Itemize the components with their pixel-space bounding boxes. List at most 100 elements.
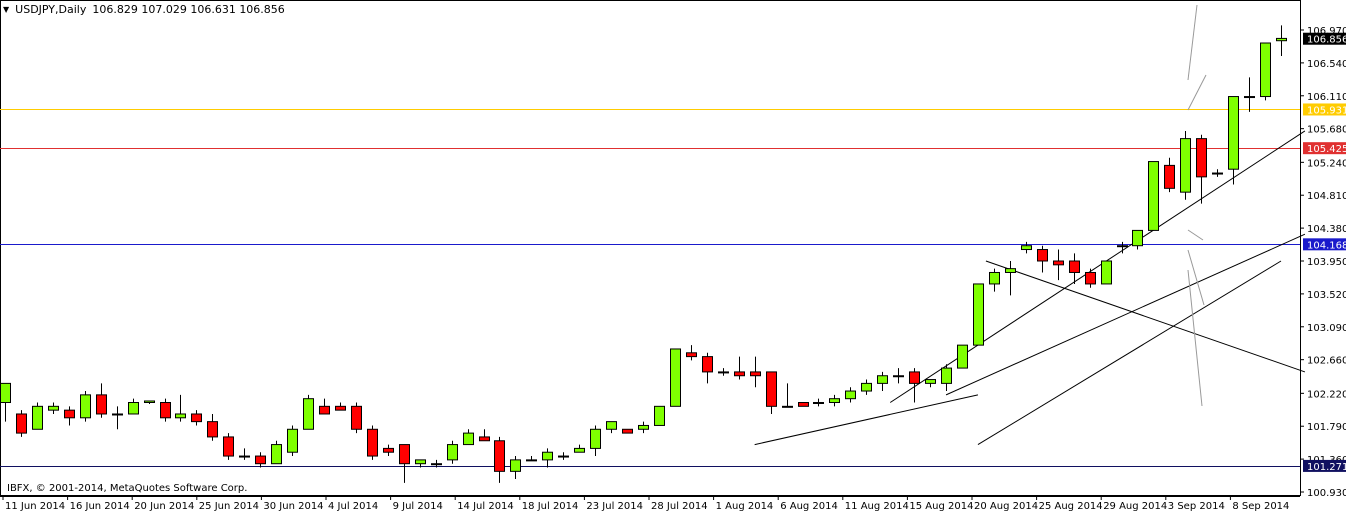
price-level-box [1303, 238, 1346, 251]
price-tick-label: 103.950 [1307, 257, 1346, 268]
candle [1021, 241, 1032, 254]
time-tick-label: 23 Jul 2014 [586, 501, 643, 512]
time-tick-label: 3 Sep 2014 [1168, 501, 1225, 512]
candle [909, 368, 920, 403]
candle-body [64, 409, 75, 419]
candle-body [1069, 260, 1080, 273]
candle [973, 283, 984, 346]
candle-body [574, 447, 585, 453]
candle [48, 402, 59, 414]
candle-body [1132, 229, 1143, 247]
candle-body [845, 390, 856, 400]
time-tick-label: 14 Jul 2014 [457, 501, 514, 512]
candle [845, 387, 856, 403]
candle [431, 459, 442, 468]
candle [925, 379, 936, 388]
candles [0, 25, 1287, 483]
price-level-badge: 105.425 [1303, 142, 1346, 155]
candle-body [1005, 268, 1016, 273]
candle-body [1228, 96, 1239, 170]
candle [112, 406, 123, 430]
trendline [889, 130, 1306, 403]
candle [989, 268, 1000, 292]
candle [335, 402, 346, 411]
candle [1276, 25, 1287, 57]
price-level-badge: 101.271 [1303, 459, 1346, 473]
candle [447, 440, 458, 464]
candle [1053, 249, 1064, 281]
candle [1228, 96, 1239, 185]
candle [1212, 169, 1223, 177]
price-level-box [1303, 459, 1346, 472]
candle [144, 400, 155, 405]
candle-body [383, 447, 394, 453]
candle [622, 428, 633, 434]
candle [175, 394, 186, 422]
candle [877, 371, 888, 392]
price-level-label: 105.425 [1307, 144, 1346, 155]
candle-body [638, 424, 649, 430]
candle-body [893, 375, 904, 378]
price-tick-label: 106.970 [1307, 26, 1346, 37]
candle [0, 382, 11, 422]
candle [1117, 241, 1128, 254]
price-level-label: 101.271 [1307, 462, 1346, 473]
candle [303, 394, 314, 430]
price-level-box [1303, 142, 1346, 155]
candle [463, 429, 474, 446]
candle-body [1260, 42, 1271, 98]
candle-body [989, 271, 1000, 285]
candle [207, 413, 218, 441]
candle [718, 368, 729, 376]
candle [558, 452, 569, 460]
candle-body [925, 379, 936, 384]
candle [96, 383, 107, 418]
candle [319, 398, 330, 415]
candle [1037, 245, 1048, 273]
ohlc-readout: 106.829 107.029 106.631 106.856 [92, 3, 285, 16]
time-tick-label: 8 Sep 2014 [1232, 501, 1289, 512]
time-tick-label: 20 Aug 2014 [974, 501, 1038, 512]
candle-body [941, 367, 952, 384]
candle [64, 406, 75, 426]
candle-body [96, 394, 107, 415]
candle [1148, 161, 1159, 231]
candle [16, 410, 27, 437]
chart-menu-icon[interactable]: ▼ [3, 5, 10, 14]
price-level-badge: 105.931 [1303, 103, 1346, 116]
candle [526, 456, 537, 462]
time-tick-label: 28 Jul 2014 [651, 501, 708, 512]
candle-body [255, 455, 266, 465]
chart-title[interactable]: ▼ USDJPY,Daily 106.829 107.029 106.631 1… [3, 3, 285, 16]
trendlines [754, 130, 1306, 446]
candle [1085, 268, 1096, 288]
candle-body [80, 394, 91, 419]
candle [606, 421, 617, 434]
candle [766, 371, 777, 414]
time-tick-label: 9 Jul 2014 [393, 501, 443, 512]
candle-body [287, 428, 298, 453]
candle-body [782, 405, 793, 408]
price-tick-label: 105.240 [1307, 158, 1346, 169]
time-tick-label: 18 Jul 2014 [522, 501, 579, 512]
candle-body [1021, 245, 1032, 251]
candle-body [128, 402, 139, 415]
candle [223, 433, 234, 460]
candle-body [112, 413, 123, 416]
candle-body [1196, 138, 1207, 178]
candle-body [207, 421, 218, 438]
candle-body [367, 428, 378, 457]
price-tick-label: 102.220 [1307, 389, 1346, 400]
candle-body [766, 371, 777, 407]
trendline [754, 394, 979, 446]
candle-body [558, 455, 569, 458]
candle-body [1180, 138, 1191, 193]
price-tick-label: 104.810 [1307, 191, 1346, 202]
price-tick-label: 106.110 [1307, 92, 1346, 103]
price-level-label: 106.856 [1307, 35, 1346, 46]
candle [399, 444, 410, 483]
candle [861, 379, 872, 395]
candle-body [973, 283, 984, 346]
trendline [985, 260, 1306, 373]
